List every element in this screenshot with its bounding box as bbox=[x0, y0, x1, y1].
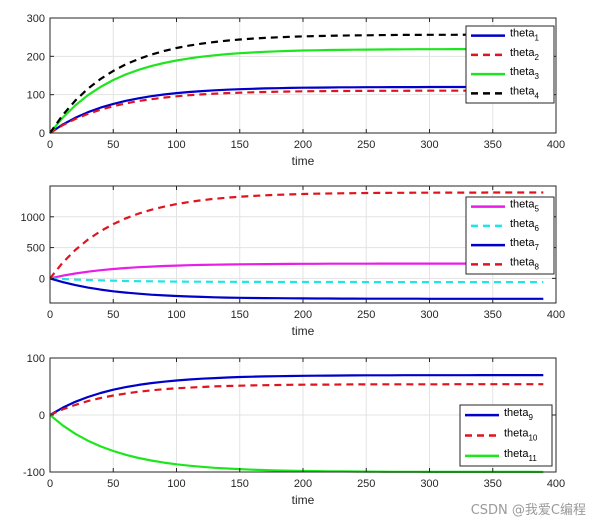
x-axis-label: time bbox=[292, 324, 315, 338]
legend-label-theta8: theta8 bbox=[510, 256, 539, 271]
y-tick-label: 300 bbox=[27, 13, 45, 25]
x-tick-label: 200 bbox=[294, 309, 312, 321]
y-tick-label: 0 bbox=[39, 410, 45, 422]
x-tick-label: 150 bbox=[231, 309, 249, 321]
series-line-theta2 bbox=[49, 89, 544, 134]
y-tick-label: 100 bbox=[27, 353, 45, 365]
x-tick-label: 50 bbox=[107, 309, 119, 321]
series-line-theta6 bbox=[49, 277, 544, 284]
series-line-theta1 bbox=[49, 85, 544, 134]
legend-label-theta7: theta7 bbox=[510, 237, 539, 252]
watermark: CSDN @我爱C编程 bbox=[470, 503, 586, 518]
x-tick-label: 100 bbox=[167, 139, 185, 151]
legend-label-theta1: theta1 bbox=[510, 28, 539, 43]
legend-label-theta6: theta6 bbox=[510, 218, 539, 233]
x-tick-label: 150 bbox=[231, 139, 249, 151]
y-tick-label: 200 bbox=[27, 51, 45, 63]
x-axis-label: time bbox=[292, 154, 315, 168]
x-tick-label: 350 bbox=[484, 139, 502, 151]
legend-box bbox=[465, 25, 555, 104]
legend: theta1 theta2 theta3 theta4 bbox=[465, 25, 555, 104]
y-tick-label: 0 bbox=[39, 273, 45, 285]
series-line-theta3 bbox=[49, 47, 544, 134]
x-tick-label: 250 bbox=[357, 139, 375, 151]
x-tick-label: 300 bbox=[420, 478, 438, 490]
x-axis-label: time bbox=[292, 493, 315, 507]
x-tick-label: 200 bbox=[294, 139, 312, 151]
series-line-theta10 bbox=[49, 383, 544, 417]
chart-1: 0 50 100 150 200 250 300 350 400 0 100 200 300 time th… bbox=[27, 13, 566, 168]
legend-label-theta2: theta2 bbox=[510, 47, 539, 62]
x-tick-label: 350 bbox=[484, 478, 502, 490]
x-tick-label: 50 bbox=[107, 478, 119, 490]
x-tick-label: 100 bbox=[167, 478, 185, 490]
legend: theta5 theta6 theta7 theta8 bbox=[465, 196, 555, 275]
y-tick-label: 100 bbox=[27, 90, 45, 102]
x-tick-label: 300 bbox=[420, 309, 438, 321]
y-tick-label: -100 bbox=[23, 467, 45, 479]
legend-label-theta11: theta11 bbox=[504, 448, 537, 463]
chart-3: 0 50 100 150 200 250 300 350 400-1000100timethet… bbox=[23, 353, 565, 507]
y-tick-label: 500 bbox=[27, 243, 45, 255]
legend-box bbox=[465, 196, 555, 275]
legend-label-theta9: theta9 bbox=[504, 407, 533, 422]
x-tick-label: 300 bbox=[420, 139, 438, 151]
series-line-theta5 bbox=[49, 262, 544, 280]
x-tick-label: 100 bbox=[167, 309, 185, 321]
x-tick-label: 350 bbox=[484, 309, 502, 321]
x-tick-label: 250 bbox=[357, 309, 375, 321]
legend-label-theta5: theta5 bbox=[510, 199, 539, 214]
series-line-theta9 bbox=[49, 374, 544, 416]
legend-label-theta10: theta10 bbox=[504, 428, 538, 443]
x-tick-label: 0 bbox=[47, 309, 53, 321]
x-tick-label: 0 bbox=[47, 478, 53, 490]
x-tick-label: 0 bbox=[47, 139, 53, 151]
x-tick-label: 400 bbox=[547, 478, 565, 490]
series-line-theta4 bbox=[49, 33, 544, 134]
legend-label-theta4: theta4 bbox=[510, 85, 539, 100]
series-line-theta8 bbox=[49, 191, 544, 280]
x-tick-label: 50 bbox=[107, 139, 119, 151]
series-line-theta7 bbox=[49, 277, 544, 300]
chart-2: 0 50 100 150 200 250 300 350 400 0 500 1000 time thet… bbox=[21, 185, 565, 338]
y-tick-label: 0 bbox=[39, 128, 45, 140]
legend: theta9 theta10 theta11 bbox=[459, 404, 553, 467]
x-tick-label: 400 bbox=[547, 309, 565, 321]
x-tick-label: 400 bbox=[547, 139, 565, 151]
x-tick-label: 250 bbox=[357, 478, 375, 490]
x-tick-label: 150 bbox=[231, 478, 249, 490]
x-tick-label: 200 bbox=[294, 478, 312, 490]
y-tick-label: 1000 bbox=[21, 212, 45, 224]
legend-label-theta3: theta3 bbox=[510, 66, 539, 81]
